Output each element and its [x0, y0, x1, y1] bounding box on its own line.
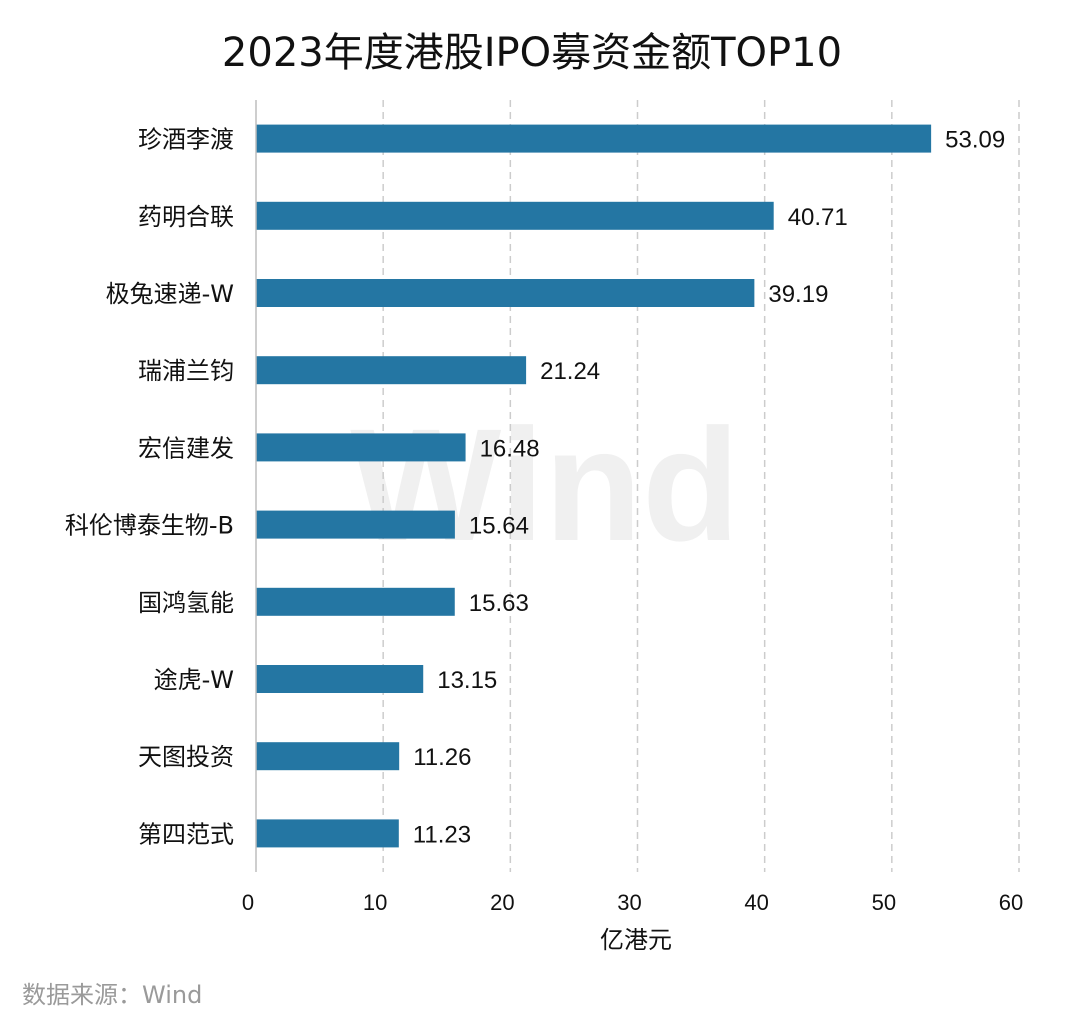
- x-tick-label: 20: [490, 890, 514, 915]
- category-label: 第四范式: [138, 820, 234, 848]
- category-label: 途虎-W: [154, 666, 234, 694]
- x-tick-label: 50: [872, 890, 896, 915]
- value-label: 15.64: [469, 513, 529, 540]
- value-label: 16.48: [480, 435, 540, 462]
- bar: [256, 201, 774, 230]
- category-label: 珍酒李渡: [138, 126, 234, 154]
- bar: [256, 819, 399, 848]
- bar: [256, 510, 455, 539]
- value-label: 11.23: [413, 821, 471, 848]
- bar: [256, 665, 424, 693]
- category-label: 药明合联: [138, 203, 234, 231]
- chart-title: 2023年度港股IPO募资金额TOP10: [222, 30, 842, 76]
- category-label: 瑞浦兰钧: [138, 357, 234, 385]
- value-label: 15.63: [469, 590, 529, 617]
- category-label: 科伦博泰生物-B: [65, 512, 234, 540]
- bar: [256, 279, 755, 307]
- category-label: 宏信建发: [138, 434, 234, 462]
- value-label: 53.09: [945, 127, 1005, 154]
- category-label: 国鸿氢能: [138, 589, 234, 617]
- x-tick-label: 0: [242, 890, 254, 915]
- value-labels: 53.09 40.71 39.19 21.24 16.48 15.64 15.63 13.15…: [413, 127, 1005, 849]
- x-tick-labels: 0 10 20 30 40 50 60: [242, 890, 1023, 915]
- x-axis-title: 亿港元: [600, 926, 672, 954]
- bar: [256, 742, 400, 771]
- category-label: 天图投资: [138, 743, 234, 771]
- x-tick-label: 60: [999, 890, 1023, 915]
- value-label: 13.15: [437, 667, 497, 694]
- x-tick-label: 40: [744, 890, 768, 915]
- value-label: 40.71: [788, 204, 848, 231]
- x-tick-label: 30: [617, 890, 641, 915]
- source-note: 数据来源：Wind: [22, 981, 202, 1009]
- value-label: 39.19: [768, 281, 828, 308]
- bar: [256, 587, 455, 616]
- value-label: 11.26: [413, 744, 471, 771]
- bar: [256, 433, 466, 462]
- value-label: 21.24: [540, 358, 600, 385]
- category-label: 极兔速递-W: [106, 280, 234, 308]
- grid-lines: [382, 100, 1020, 872]
- x-tick-label: 10: [363, 890, 387, 915]
- watermark: Wind: [350, 395, 740, 574]
- bar: [256, 356, 527, 385]
- bars: [256, 124, 932, 848]
- bar: [256, 124, 932, 153]
